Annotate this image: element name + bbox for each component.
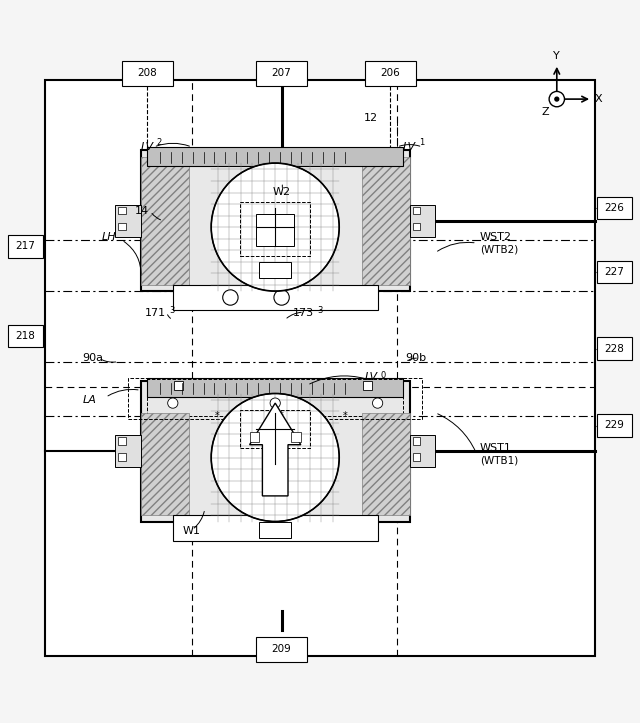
Text: 90a: 90a (83, 354, 103, 363)
Bar (122, 61, 173, 86)
Bar (413, 223, 420, 231)
Text: 3: 3 (170, 307, 175, 315)
Bar (410, 435, 435, 467)
Text: *: * (279, 411, 284, 421)
Bar (173, 515, 378, 541)
Bar (362, 157, 410, 285)
Text: (WTB1): (WTB1) (480, 455, 518, 466)
Circle shape (372, 398, 383, 408)
Text: (WTB2): (WTB2) (480, 244, 518, 254)
Text: 90b: 90b (405, 354, 427, 363)
Bar (115, 435, 141, 467)
Bar (250, 432, 259, 442)
Bar (596, 197, 632, 219)
Bar (256, 637, 307, 662)
Text: 226: 226 (604, 203, 625, 213)
Bar (413, 437, 420, 445)
Circle shape (549, 91, 564, 107)
Text: *: * (343, 411, 348, 421)
Text: W2: W2 (273, 187, 291, 197)
Bar (256, 61, 307, 86)
Text: LV: LV (141, 142, 154, 152)
Circle shape (211, 393, 339, 521)
Text: 173: 173 (292, 309, 314, 319)
Text: 228: 228 (604, 343, 625, 354)
Text: Y: Y (554, 51, 560, 61)
Circle shape (555, 97, 559, 101)
Text: 14: 14 (135, 206, 149, 216)
Text: LV: LV (403, 142, 417, 152)
Bar (410, 205, 435, 236)
Text: 171: 171 (145, 309, 166, 319)
Bar (259, 521, 291, 537)
Text: WST1: WST1 (480, 443, 512, 453)
Text: 229: 229 (604, 421, 625, 430)
Bar (174, 381, 183, 390)
Text: 207: 207 (272, 69, 291, 79)
Bar (147, 147, 403, 166)
Text: 2: 2 (157, 138, 162, 147)
Bar (596, 338, 632, 360)
Bar (141, 413, 189, 515)
Text: 206: 206 (381, 69, 400, 79)
Text: *: * (215, 411, 220, 421)
Bar (128, 377, 422, 419)
Bar (118, 437, 126, 445)
Text: Z: Z (541, 107, 549, 117)
Bar (147, 377, 403, 397)
Text: 1: 1 (419, 138, 424, 147)
Text: 0: 0 (381, 371, 386, 380)
Bar (115, 205, 141, 236)
Text: 218: 218 (15, 331, 36, 341)
Text: W1: W1 (183, 526, 201, 536)
Text: X: X (595, 94, 602, 104)
FancyBboxPatch shape (141, 381, 410, 521)
Circle shape (270, 398, 280, 408)
Text: 208: 208 (138, 69, 157, 79)
Bar (147, 379, 403, 416)
Bar (596, 261, 632, 283)
FancyBboxPatch shape (141, 150, 410, 291)
Polygon shape (250, 403, 301, 496)
Bar (365, 61, 416, 86)
Bar (413, 207, 420, 214)
Text: 227: 227 (604, 267, 625, 277)
Text: 217: 217 (15, 241, 36, 252)
Bar (240, 202, 310, 256)
Circle shape (211, 163, 339, 291)
Bar (256, 214, 294, 247)
Bar (173, 285, 378, 310)
Bar (362, 413, 410, 515)
Bar (363, 381, 372, 390)
Text: WST2: WST2 (480, 231, 512, 241)
Bar (118, 453, 126, 461)
Bar (259, 262, 291, 278)
Bar (45, 80, 595, 656)
Text: LA: LA (83, 395, 97, 405)
Text: LH: LH (102, 231, 116, 241)
Text: 12: 12 (364, 114, 378, 124)
Bar (291, 432, 301, 442)
Bar (413, 453, 420, 461)
Text: 3: 3 (317, 307, 322, 315)
Bar (141, 157, 189, 285)
Bar (118, 207, 126, 214)
Bar (8, 325, 44, 347)
Text: 209: 209 (272, 644, 291, 654)
Bar (118, 223, 126, 231)
Circle shape (168, 398, 178, 408)
Text: LV: LV (365, 372, 378, 382)
Bar (8, 235, 44, 257)
Circle shape (274, 290, 289, 305)
Bar (240, 409, 310, 448)
Circle shape (223, 290, 238, 305)
Bar (596, 414, 632, 437)
Bar (179, 379, 371, 390)
